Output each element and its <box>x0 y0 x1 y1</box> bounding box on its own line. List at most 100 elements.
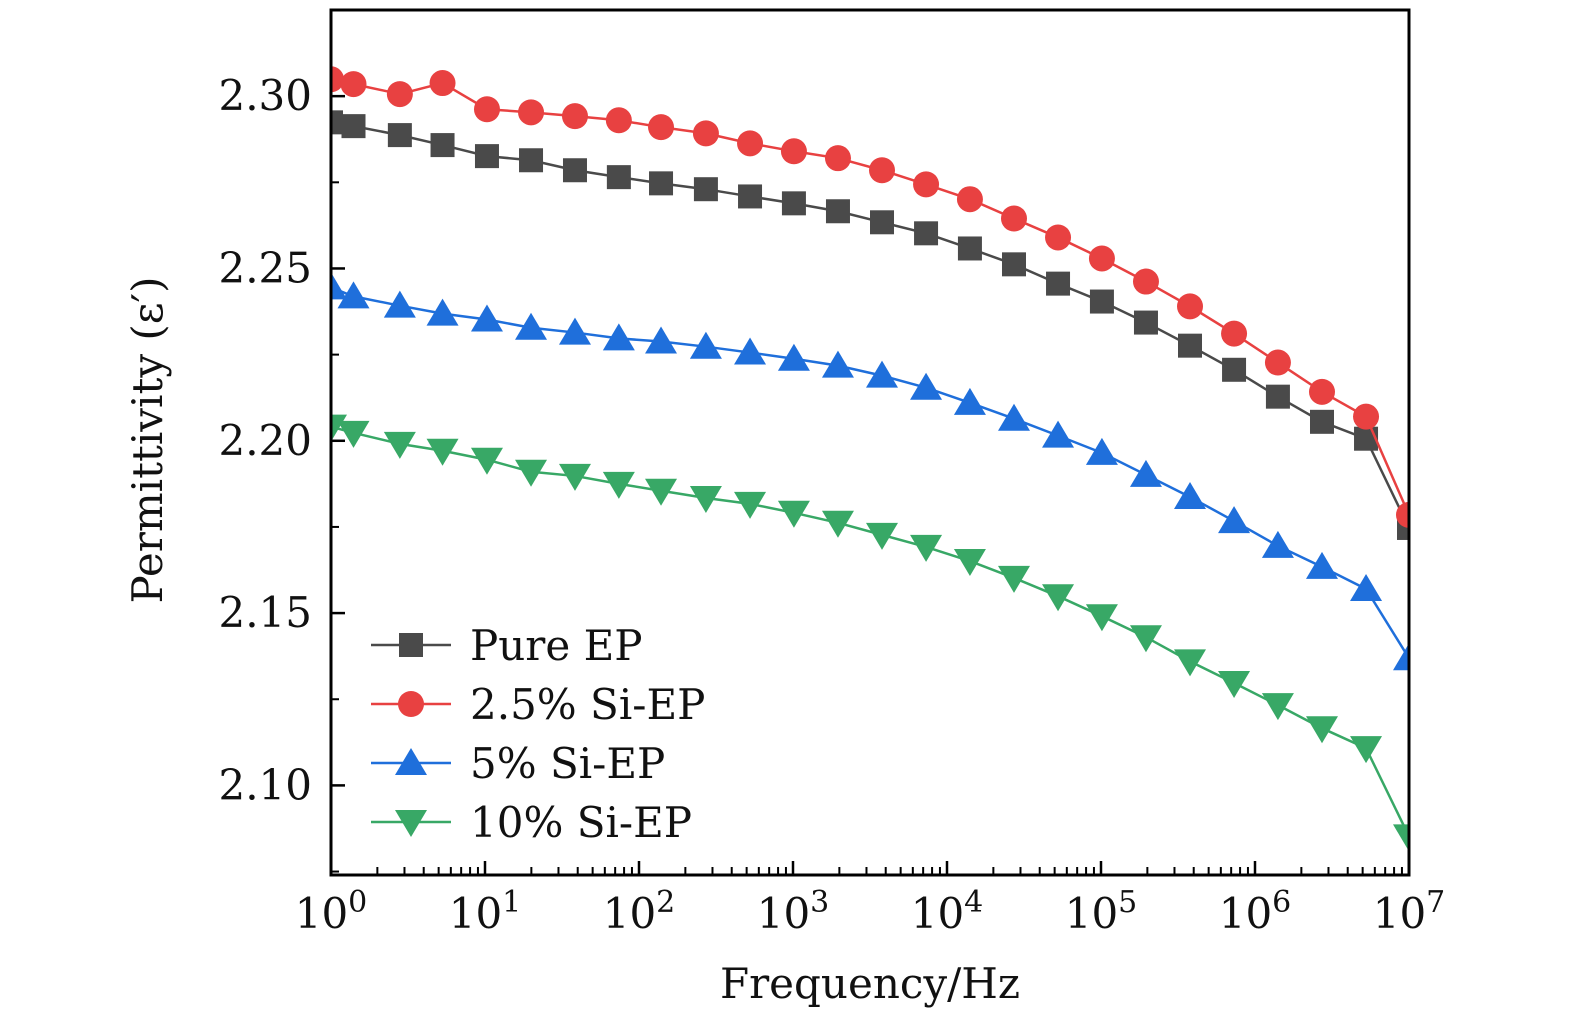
data-point <box>649 171 674 196</box>
data-point <box>515 312 548 340</box>
legend-marker <box>395 748 427 775</box>
y-tick-label: 2.25 <box>218 243 312 292</box>
x-tick-label: 107 <box>1373 885 1446 938</box>
data-point <box>1393 643 1409 671</box>
y-axis-label: Permittivity (ε′) <box>123 277 172 604</box>
data-point <box>914 221 939 246</box>
data-point <box>558 463 591 491</box>
data-point <box>1350 736 1383 764</box>
x-tick-label: 102 <box>603 885 676 938</box>
data-point <box>913 171 940 198</box>
axes-frame <box>329 8 1411 877</box>
x-tick-label: 105 <box>1065 885 1138 938</box>
x-axis-label: Frequency/Hz <box>720 959 1020 1008</box>
data-point <box>605 107 632 134</box>
data-point <box>1045 224 1072 251</box>
data-point <box>737 130 764 157</box>
y-tick-label: 2.30 <box>218 71 312 120</box>
data-point <box>473 96 500 123</box>
data-point <box>821 510 854 538</box>
data-point <box>1222 357 1247 382</box>
data-point <box>1264 349 1291 376</box>
x-tick-label: 101 <box>449 885 522 938</box>
data-point <box>1218 506 1251 534</box>
data-point <box>606 165 631 190</box>
data-point <box>821 350 854 378</box>
data-point <box>910 534 943 562</box>
data-point <box>1085 604 1118 632</box>
y-tick-label: 2.20 <box>218 416 312 465</box>
data-point <box>645 326 678 354</box>
data-point <box>1000 205 1027 232</box>
data-point <box>1354 426 1379 451</box>
data-point <box>1042 584 1075 612</box>
x-tick-label: 106 <box>1219 885 1292 938</box>
legend: Pure EP 2.5% Si-EP 5% Si-EP 10% Si-EP <box>371 621 705 847</box>
data-point <box>1305 551 1338 579</box>
data-point <box>870 210 895 235</box>
plot-area <box>331 66 1409 852</box>
data-point <box>1309 409 1334 434</box>
data-point <box>426 438 459 466</box>
data-point <box>777 343 810 371</box>
data-point <box>1393 824 1409 852</box>
data-point <box>1088 245 1115 272</box>
legend-marker <box>395 810 427 837</box>
data-point <box>1174 481 1207 509</box>
data-point <box>1396 501 1409 528</box>
data-point <box>1046 271 1071 296</box>
legend-marker <box>398 691 424 717</box>
data-point <box>1001 252 1026 277</box>
data-point <box>474 144 499 169</box>
data-point <box>866 522 899 550</box>
x-tick-label: 104 <box>911 885 984 938</box>
data-point <box>387 123 412 148</box>
data-point <box>1132 268 1159 295</box>
data-point <box>825 199 850 224</box>
data-point <box>693 177 718 202</box>
data-point <box>562 158 587 183</box>
data-point <box>331 272 347 300</box>
data-point <box>1129 625 1162 653</box>
data-point <box>1308 378 1335 405</box>
data-point <box>869 157 896 184</box>
data-point <box>957 236 982 261</box>
data-point <box>824 145 851 172</box>
data-point <box>340 71 367 98</box>
x-tick-label: 100 <box>295 885 368 938</box>
data-point <box>602 471 635 499</box>
data-point <box>692 120 719 147</box>
data-point <box>383 290 416 318</box>
legend-label: 2.5% Si-EP <box>470 680 705 729</box>
data-point <box>1178 333 1203 358</box>
data-point <box>518 99 545 126</box>
data-point <box>648 114 675 141</box>
x-tick-label: 103 <box>757 885 830 938</box>
data-point <box>781 191 806 216</box>
data-point <box>997 565 1030 593</box>
data-point <box>1261 693 1294 721</box>
axes: 100 101 102 103 104 105 106 107 2.10 2.15 2.20 2.25… <box>218 8 1446 938</box>
data-point <box>777 500 810 528</box>
data-point <box>956 186 983 213</box>
data-point <box>997 403 1030 431</box>
y-tick-label: 2.10 <box>218 760 312 809</box>
legend-label: Pure EP <box>470 621 643 670</box>
data-point <box>602 323 635 351</box>
data-point <box>331 110 343 135</box>
data-point <box>1174 649 1207 677</box>
data-point <box>780 138 807 165</box>
data-point <box>426 298 459 326</box>
data-point <box>558 317 591 345</box>
series-5-si-ep <box>331 272 1409 671</box>
data-point <box>519 148 544 173</box>
data-point <box>953 387 986 415</box>
data-point <box>645 478 678 506</box>
data-point <box>1353 403 1380 430</box>
data-point <box>337 281 370 309</box>
data-point <box>386 81 413 108</box>
data-point <box>1129 459 1162 487</box>
legend-label: 5% Si-EP <box>470 739 665 788</box>
data-point <box>337 420 370 448</box>
